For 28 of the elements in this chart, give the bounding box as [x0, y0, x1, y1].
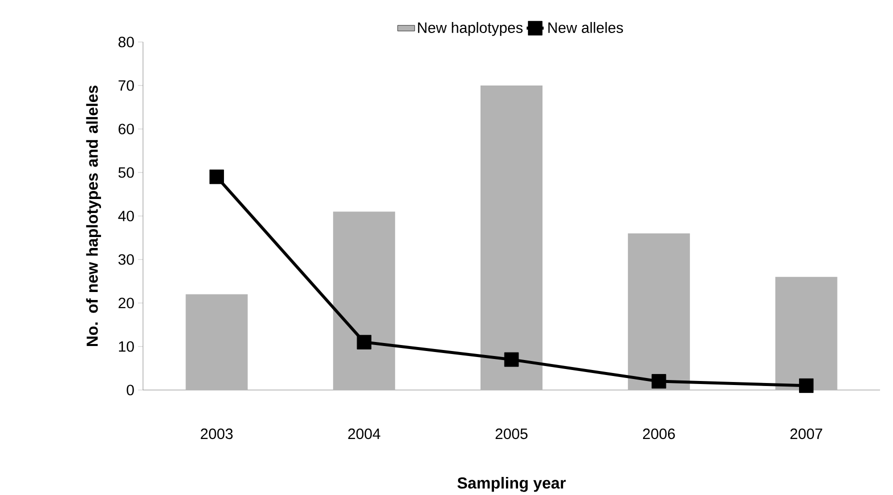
x-tick-label: 2004 — [348, 428, 380, 440]
y-tick-label: 60 — [118, 124, 134, 134]
point — [799, 378, 814, 393]
bar — [628, 233, 690, 390]
y-tick-label: 20 — [118, 298, 134, 308]
y-tick-label: 40 — [118, 210, 134, 222]
x-tick-label: 2006 — [643, 428, 675, 440]
y-tick-label: 0 — [126, 384, 134, 396]
x-axis-title: Sampling year — [457, 476, 566, 492]
point — [504, 352, 519, 367]
bar — [480, 85, 543, 390]
point — [652, 374, 666, 389]
x-tick-label: 2003 — [200, 428, 233, 440]
bar — [186, 294, 248, 390]
x-tick-label: 2005 — [496, 428, 528, 440]
y-tick-label: 70 — [118, 80, 134, 91]
point — [209, 170, 224, 184]
bar — [333, 212, 396, 390]
legend-label: New haplotypes — [418, 22, 523, 36]
y-tick-label: 50 — [118, 167, 134, 178]
point — [356, 334, 372, 350]
y-tick-label: 30 — [118, 254, 134, 265]
x-tick-label: 2007 — [790, 428, 822, 440]
legend-label: New alleles — [548, 22, 623, 33]
y-axis-title: No. of new haplotypes and alleles — [86, 86, 102, 346]
y-tick-label: 80 — [118, 36, 134, 48]
y-tick-label: 10 — [119, 341, 134, 352]
bar — [775, 276, 838, 390]
